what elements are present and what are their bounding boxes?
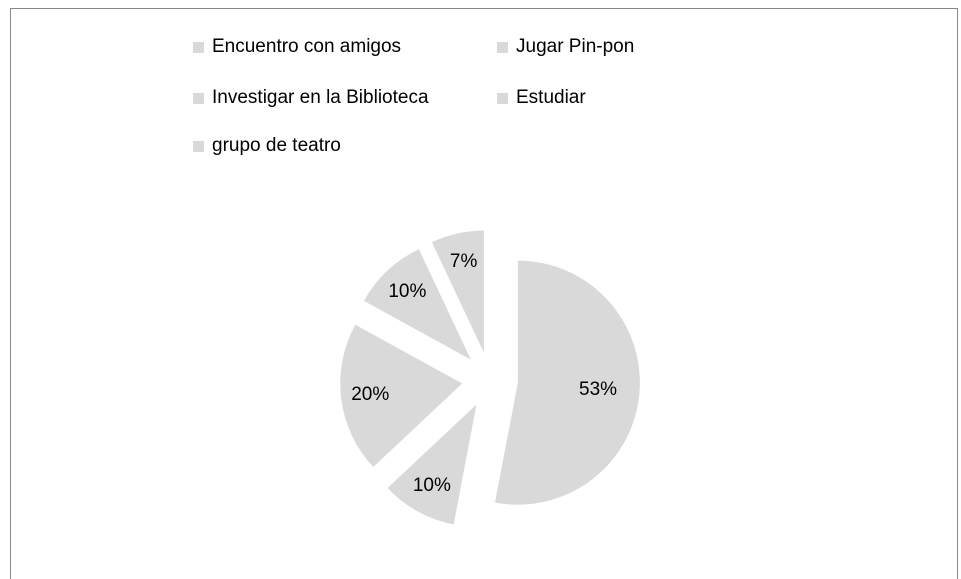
data-label: 10% <box>413 475 451 496</box>
chart-frame <box>10 8 958 579</box>
legend-label: Encuentro con amigos <box>212 36 401 57</box>
data-label: 53% <box>579 379 617 400</box>
pie-slice <box>431 230 484 353</box>
legend-swatch <box>497 42 508 53</box>
pie-slice <box>363 249 471 360</box>
legend-swatch <box>193 141 204 152</box>
legend-swatch <box>497 93 508 104</box>
pie-slice <box>340 324 463 468</box>
data-label: 7% <box>450 251 478 272</box>
legend-label: Investigar en la Biblioteca <box>212 87 429 108</box>
legend-label: Jugar Pin-pon <box>516 36 634 57</box>
pie-slice <box>387 404 477 525</box>
legend-label: grupo de teatro <box>212 135 341 156</box>
legend-swatch <box>193 42 204 53</box>
legend-swatch <box>193 93 204 104</box>
data-label: 10% <box>388 281 426 302</box>
data-label: 20% <box>351 384 389 405</box>
legend-label: Estudiar <box>516 87 586 108</box>
pie-slice <box>495 260 640 505</box>
